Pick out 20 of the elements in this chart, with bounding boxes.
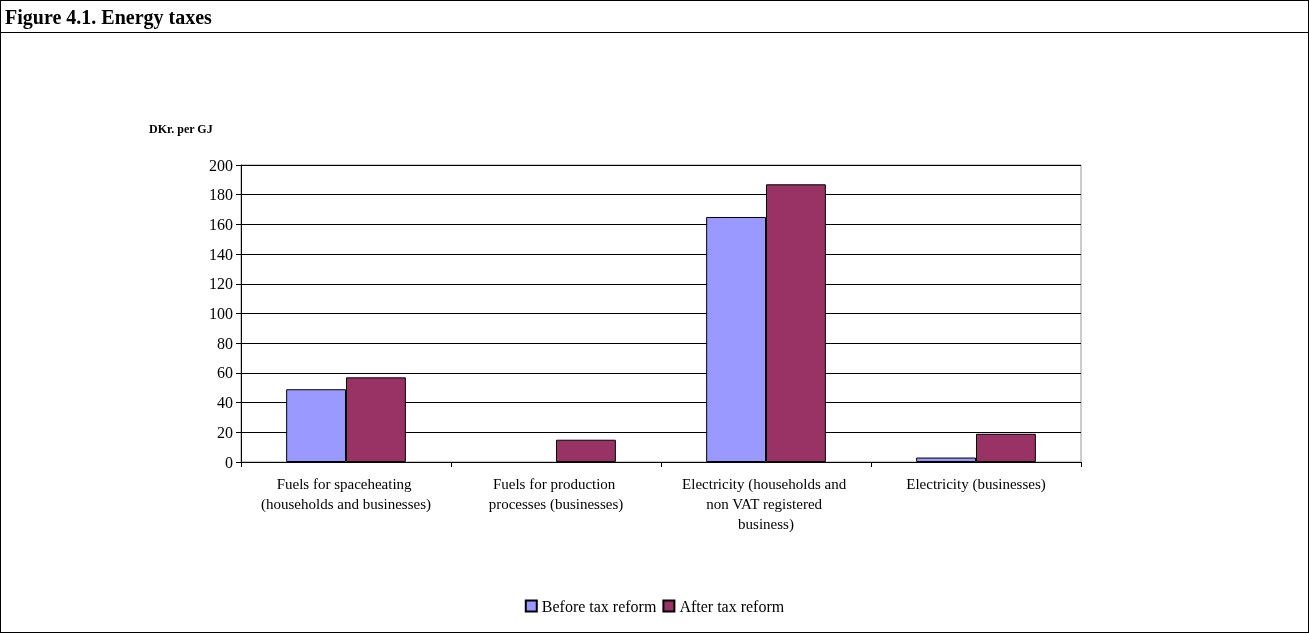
legend-label: Before tax reform [541, 597, 657, 615]
y-tick-label: 120 [209, 275, 233, 293]
y-tick-label: 0 [225, 453, 233, 471]
x-tick-label: Fuels for production processes (businesses) [488, 476, 624, 513]
bar [556, 439, 616, 462]
y-tick-label: 20 [217, 423, 233, 441]
y-axis-title: DKr. per GJ [149, 122, 213, 136]
legend-label: After tax reform [679, 597, 785, 615]
y-tick-label: 100 [209, 305, 233, 322]
y-tick-label: 40 [217, 394, 233, 412]
chart-title: Figure 4.1. Energy taxes [1, 1, 1308, 33]
y-tick-label: 160 [209, 215, 233, 233]
y-tick-label: 60 [217, 364, 233, 382]
x-tick-label: Electricity (households and non VAT registered business) [682, 476, 850, 533]
x-tick-label: Electricity (businesses) [906, 476, 1046, 493]
y-tick-label: 180 [209, 186, 233, 204]
y-tick-label: 80 [217, 334, 233, 352]
y-tick-label: 140 [209, 245, 233, 263]
y-tick-label: 200 [209, 156, 233, 174]
x-tick-label: Fuels for spaceheating (households and businesses) [261, 476, 431, 513]
